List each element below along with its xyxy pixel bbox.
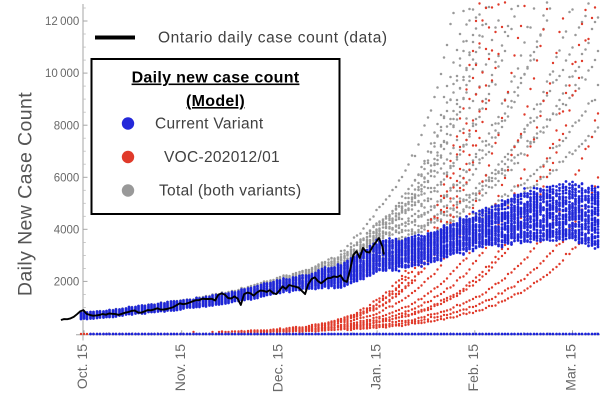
svg-text:12 000: 12 000 <box>45 16 79 28</box>
svg-text:Daily New Case Count: Daily New Case Count <box>14 92 36 296</box>
svg-text:(Model): (Model) <box>186 93 245 110</box>
svg-text:10 000: 10 000 <box>45 68 79 80</box>
svg-text:Oct. 15: Oct. 15 <box>74 344 90 389</box>
svg-text:Daily new case count: Daily new case count <box>132 70 300 87</box>
svg-text:Dec. 15: Dec. 15 <box>270 344 286 392</box>
svg-text:VOC-202012/01: VOC-202012/01 <box>164 149 280 166</box>
svg-text:Jan. 15: Jan. 15 <box>367 344 383 390</box>
svg-text:Total (both variants): Total (both variants) <box>159 183 301 200</box>
svg-text:Mar. 15: Mar. 15 <box>563 344 579 391</box>
svg-text:8000: 8000 <box>54 120 80 132</box>
svg-text:Nov. 15: Nov. 15 <box>172 344 188 391</box>
svg-text:Ontario daily case count (data: Ontario daily case count (data) <box>158 30 388 47</box>
svg-text:2000: 2000 <box>54 277 80 289</box>
svg-text:4000: 4000 <box>54 224 80 236</box>
svg-text:Feb. 15: Feb. 15 <box>465 344 481 392</box>
svg-text:6000: 6000 <box>54 172 80 184</box>
svg-text:Current Variant: Current Variant <box>155 116 264 133</box>
